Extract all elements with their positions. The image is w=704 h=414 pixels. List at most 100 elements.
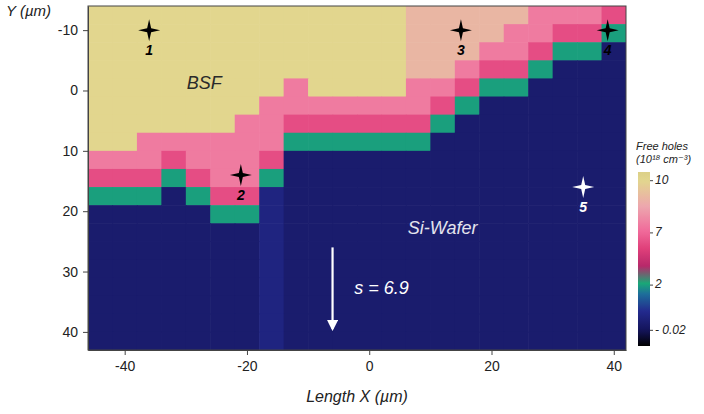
heatmap-cell — [357, 259, 382, 278]
heatmap-cell — [137, 259, 162, 278]
heatmap-cell — [577, 314, 602, 333]
heatmap-cell — [528, 205, 553, 224]
heatmap-cell — [430, 97, 455, 116]
heatmap-cell — [357, 115, 382, 134]
heatmap-cell — [259, 24, 284, 43]
heatmap-cell — [137, 241, 162, 260]
heatmap-cell — [381, 332, 406, 350]
heatmap-cell — [504, 241, 529, 260]
heatmap-cell — [528, 241, 553, 260]
heatmap-cell — [112, 97, 137, 116]
heatmap-cell — [284, 42, 309, 61]
heatmap-cell — [259, 332, 284, 350]
heatmap-cell — [381, 169, 406, 188]
heatmap-cell — [357, 241, 382, 260]
tick: 40 — [606, 350, 622, 374]
heatmap-cell — [112, 78, 137, 97]
heatmap-cell — [577, 97, 602, 116]
heatmap-cell — [259, 259, 284, 278]
heatmap-cell — [308, 6, 333, 25]
heatmap-cell — [357, 60, 382, 79]
heatmap-cell — [479, 332, 504, 350]
heatmap-cell — [333, 42, 358, 61]
heatmap-cell — [333, 296, 358, 315]
heatmap-cell — [504, 278, 529, 297]
heatmap-cell — [210, 332, 235, 350]
heatmap-cell — [235, 278, 260, 297]
heatmap-cell — [430, 78, 455, 97]
heatmap-cell — [284, 241, 309, 260]
heatmap-cell — [406, 78, 431, 97]
heatmap-cell — [406, 241, 431, 260]
heatmap-cell — [357, 42, 382, 61]
colorbar-bar — [638, 172, 650, 346]
heatmap-cell — [504, 314, 529, 333]
heatmap-cell — [333, 169, 358, 188]
heatmap-cell — [235, 259, 260, 278]
heatmap-cell — [381, 223, 406, 242]
heatmap-cell — [259, 151, 284, 170]
heatmap-cell — [161, 241, 186, 260]
tick-mark — [83, 332, 88, 333]
heatmap-cell — [137, 60, 162, 79]
heatmap-cell — [553, 259, 578, 278]
tick-label: -20 — [237, 358, 257, 374]
heatmap-cell — [333, 241, 358, 260]
colorbar-tick — [650, 285, 653, 286]
heatmap-cell — [381, 187, 406, 206]
heatmap-cell — [161, 78, 186, 97]
point-labels: 12345 — [145, 42, 612, 215]
heatmap-cell — [186, 97, 211, 116]
heatmap-cell — [528, 332, 553, 350]
annotation: s = 6.9 — [354, 278, 409, 298]
heatmap-cell — [479, 133, 504, 152]
tick: 0 — [70, 82, 88, 98]
heatmap-cell — [577, 24, 602, 43]
tick-mark — [83, 211, 88, 212]
heatmap-cell — [210, 6, 235, 25]
heatmap-cell — [210, 115, 235, 134]
heatmap-cell — [186, 278, 211, 297]
heatmap-cell — [161, 205, 186, 224]
heatmap-cell — [235, 223, 260, 242]
heatmap-cell — [479, 97, 504, 116]
heatmap-cell — [455, 60, 480, 79]
heatmap-cell — [479, 314, 504, 333]
heatmap-cell — [577, 241, 602, 260]
tick: 20 — [484, 350, 500, 374]
heatmap-cell — [88, 151, 113, 170]
heatmap-cell — [504, 169, 529, 188]
heatmap-cell — [528, 115, 553, 134]
heatmap-cell — [577, 6, 602, 25]
colorbar-title: Free holes — [636, 140, 688, 152]
heatmap-cell — [235, 133, 260, 152]
heatmap-cell — [259, 97, 284, 116]
heatmap-cell — [137, 151, 162, 170]
heatmap-cell — [333, 97, 358, 116]
tick-label: 20 — [484, 358, 500, 374]
heatmap-cell — [333, 187, 358, 206]
heatmap-cell — [161, 115, 186, 134]
heatmap-cell — [553, 24, 578, 43]
heatmap-cell — [381, 259, 406, 278]
heatmap-cell — [235, 78, 260, 97]
heatmap-cell — [553, 115, 578, 134]
heatmap-cell — [259, 115, 284, 134]
colorbar-tick-label: 10 — [655, 173, 669, 187]
heatmap-cell — [88, 278, 113, 297]
heatmap-cell — [259, 78, 284, 97]
heatmap-cell — [284, 278, 309, 297]
heatmap-cell — [577, 259, 602, 278]
heatmap-cell — [528, 60, 553, 79]
heatmap-cell — [479, 6, 504, 25]
heatmap-cell — [308, 42, 333, 61]
heatmap-cell — [112, 296, 137, 315]
colorbar-tick-label: - 0.02 — [655, 323, 686, 337]
heatmap-cell — [357, 78, 382, 97]
tick-label: 40 — [606, 358, 622, 374]
heatmap-cell — [406, 169, 431, 188]
heatmap-cell — [528, 278, 553, 297]
heatmap-cell — [333, 314, 358, 333]
tick-mark — [83, 151, 88, 152]
heatmap-cell — [381, 97, 406, 116]
